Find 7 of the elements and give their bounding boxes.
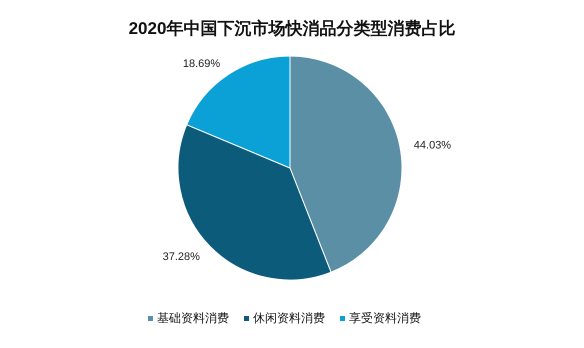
data-label: 44.03% (414, 140, 452, 152)
data-label: 37.28% (162, 251, 200, 264)
legend-label: 基础资料消费 (157, 311, 229, 325)
chart-title: 2020年中国下沉市场快消品分类型消费占比 (128, 19, 456, 38)
data-label: 18.69% (182, 58, 220, 70)
legend-label: 休闲资料消费 (253, 311, 325, 325)
legend-label: 享受资料消费 (349, 311, 421, 325)
